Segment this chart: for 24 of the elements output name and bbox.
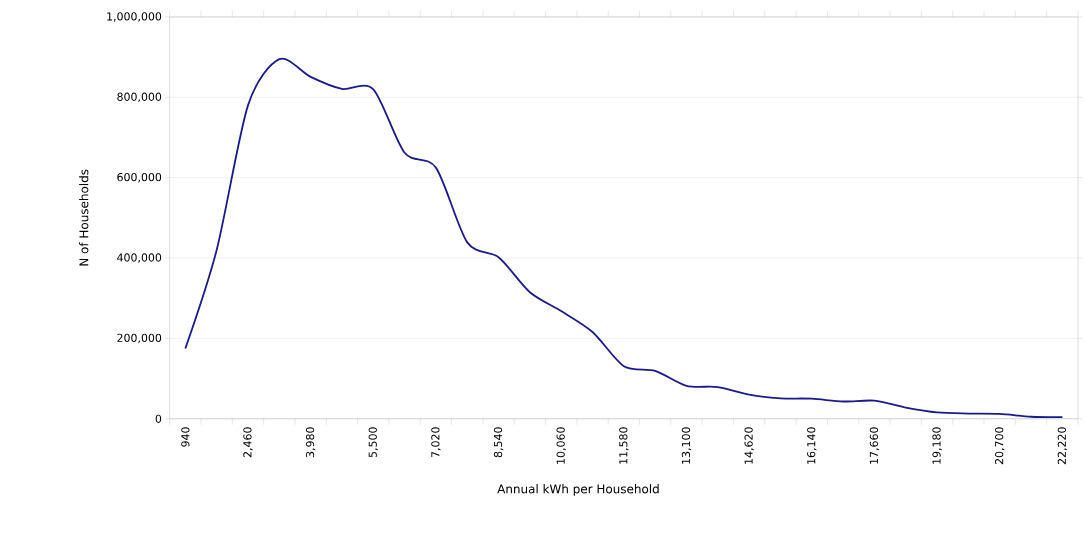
x-tick-label: 8,540	[493, 427, 504, 458]
y-tick-label: 1,000,000	[107, 12, 162, 22]
x-tick-label: 16,140	[807, 427, 817, 464]
x-tick-label: 20,700	[995, 427, 1005, 464]
x-tick-label: 10,060	[556, 427, 566, 464]
line-series	[184, 58, 1064, 418]
y-axis-title: N of Households	[79, 169, 89, 266]
x-tick-label: 17,660	[869, 427, 880, 464]
x-tick-label: 940	[181, 427, 190, 447]
x-tick-label: 2,460	[243, 427, 253, 457]
x-tick-label: 14,620	[744, 427, 754, 464]
x-tick-label: 3,980	[305, 427, 316, 457]
y-tick-label: 600,000	[117, 172, 162, 183]
x-tick-label: 19,180	[932, 427, 942, 464]
y-tick-label: 0	[155, 414, 162, 423]
x-axis-title: Annual kWh per Household	[497, 483, 659, 496]
x-tick-label: 7,020	[431, 427, 441, 457]
y-tick-label: 200,000	[117, 333, 162, 343]
x-tick-label: 5,500	[368, 427, 378, 457]
x-tick-label: 13,100	[681, 427, 692, 464]
x-tick-label: 22,220	[1057, 427, 1068, 464]
y-tick-label: 800,000	[117, 92, 162, 102]
x-tick-label: 11,580	[619, 427, 629, 464]
y-tick-label: 400,000	[117, 253, 162, 263]
